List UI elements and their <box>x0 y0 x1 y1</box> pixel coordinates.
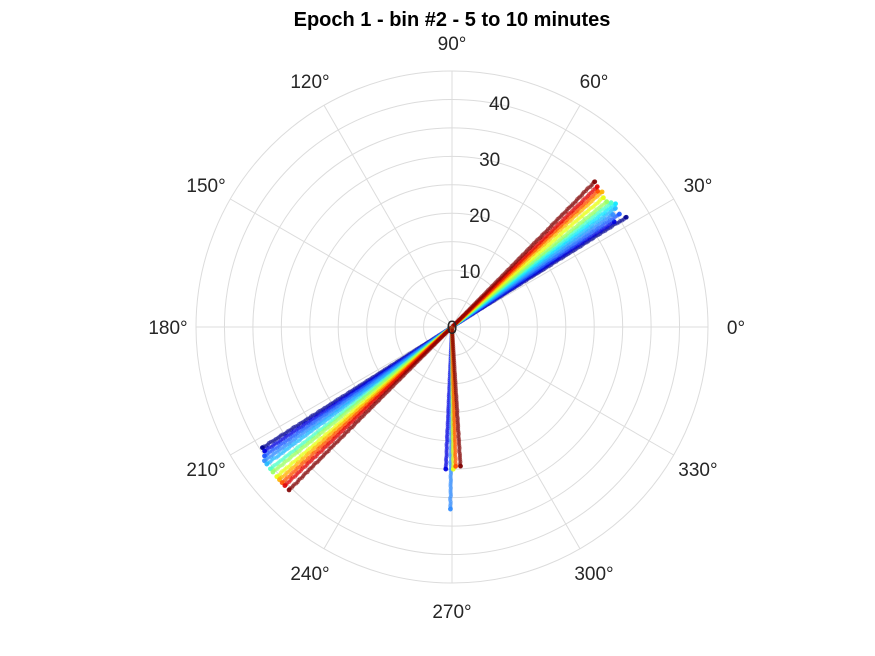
angle-tick-label: 30° <box>684 176 713 197</box>
angle-tick-label: 300° <box>574 564 613 585</box>
angle-tick-label: 150° <box>186 176 225 197</box>
angle-tick-label: 210° <box>186 460 225 481</box>
data-point-end <box>617 211 622 217</box>
data-point-end <box>453 463 459 469</box>
series-12 <box>451 179 598 328</box>
angle-tick-label: 0° <box>727 318 745 339</box>
data-point-end <box>286 487 292 493</box>
angle-tick-label: 330° <box>678 460 717 481</box>
data-points <box>260 179 629 512</box>
grid-spoke <box>323 326 453 549</box>
tick-labels: 0° 30° 60° 90° 120° 150° 180° 210° 240° 270° 300° 3… <box>148 34 745 623</box>
radial-tick-label: 30 <box>479 150 500 171</box>
grid-spoke <box>230 198 453 328</box>
grid-spoke <box>451 326 581 549</box>
angle-tick-label: 120° <box>290 72 329 93</box>
data-point-end <box>443 466 449 472</box>
radial-tick-label: 20 <box>469 206 490 227</box>
data-point-end <box>623 214 629 220</box>
grid-spoke <box>451 326 674 456</box>
data-point-end <box>262 448 268 454</box>
series-29 <box>450 326 463 469</box>
grid-spoke <box>323 105 453 328</box>
data-point-end <box>608 200 614 206</box>
data-point-end <box>601 195 606 201</box>
data-point-end <box>594 184 600 190</box>
data-point-end <box>448 506 453 512</box>
data-point-end <box>599 189 605 195</box>
angle-tick-label: 270° <box>432 602 471 623</box>
angle-tick-label: 180° <box>148 318 187 339</box>
data-point-end <box>592 179 598 185</box>
angle-tick-label: 240° <box>290 564 329 585</box>
data-point-end <box>282 483 288 488</box>
radial-tick-label: 10 <box>459 262 480 283</box>
grid-spoke <box>451 105 581 328</box>
data-point-end <box>458 463 463 469</box>
data-point-end <box>613 201 618 207</box>
data-point-end <box>270 469 276 475</box>
angle-tick-label: 90° <box>438 34 467 55</box>
chart-title: Epoch 1 - bin #2 - 5 to 10 minutes <box>294 9 611 31</box>
radial-tick-label: 40 <box>489 94 510 115</box>
series-24 <box>286 326 453 493</box>
angle-tick-label: 60° <box>580 72 609 93</box>
data-point-end <box>604 199 610 205</box>
data-point-end <box>262 453 267 459</box>
data-point-end <box>264 461 270 467</box>
radial-tick-label: 0 <box>447 318 458 339</box>
